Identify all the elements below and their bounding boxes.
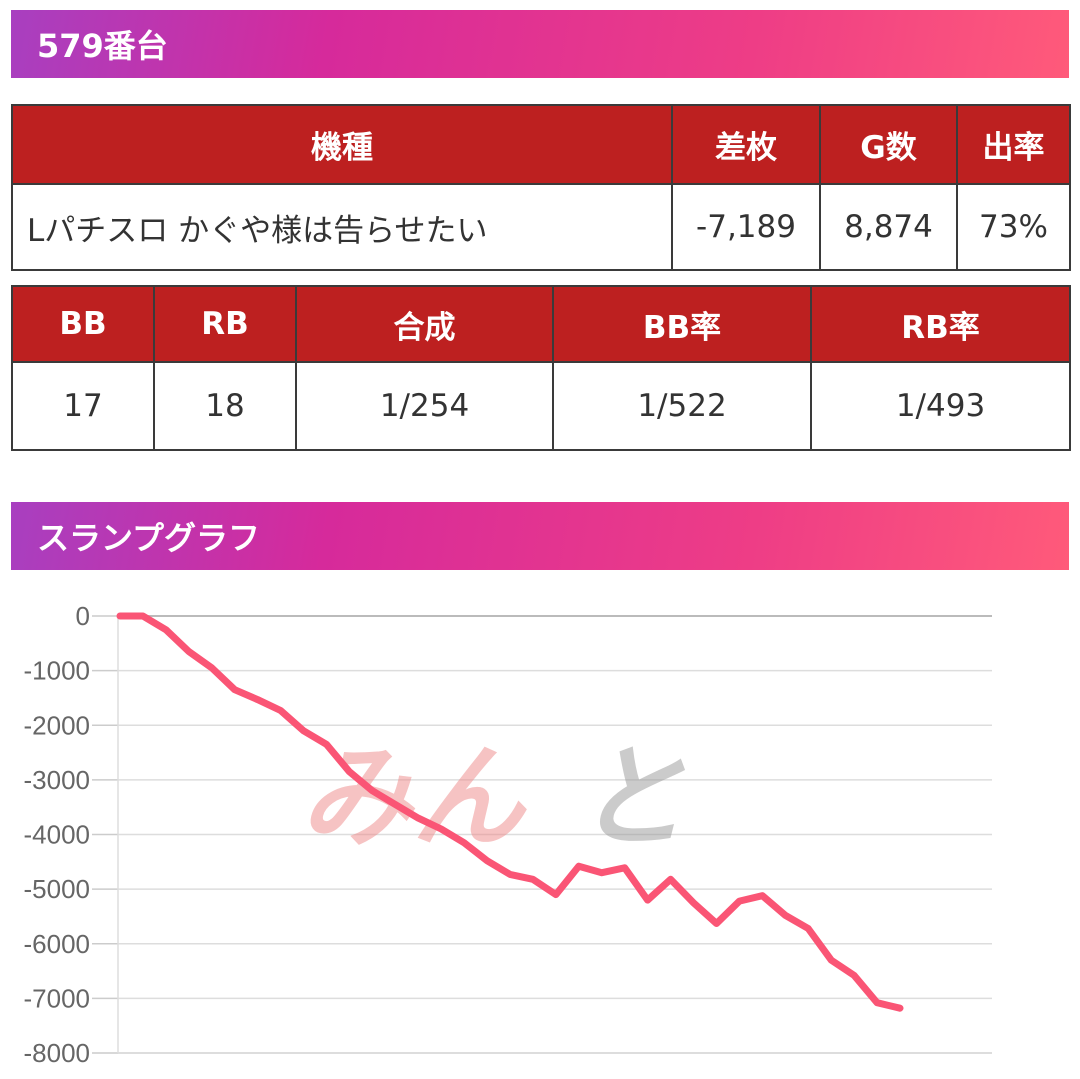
payout-rate-value: 73% [956,183,1071,271]
rb-count: 18 [153,361,297,451]
watermark-text-right: と [575,733,687,863]
y-tick-label: -3000 [24,765,91,795]
header-diff-medals: 差枚 [671,104,821,185]
bonus-data-row: 17 18 1/254 1/522 1/493 [11,361,1071,451]
bb-count: 17 [11,361,155,451]
bonus-stats-table: BB RB 合成 BB率 RB率 17 18 1/254 1/522 1/493 [11,285,1071,451]
game-count-value: 8,874 [819,183,958,271]
machine-summary-table: 機種 差枚 G数 出率 Lパチスロ かぐや様は告らせたい -7,189 8,87… [11,104,1071,271]
y-axis-ticks: 0 -1000 -2000 -3000 -4000 -5000 -6000 -7000 -800… [24,601,91,1068]
header-bb: BB [11,285,155,363]
slump-graph-title: スランプグラフ [37,519,261,557]
combined-probability: 1/254 [295,361,554,451]
y-tick-label: -4000 [24,820,91,850]
machine-number-title: 579番台 [37,27,168,65]
machine-number-header: 579番台 [11,10,1069,78]
rb-probability: 1/493 [810,361,1071,451]
y-tick-label: -2000 [24,710,91,740]
bb-probability: 1/522 [552,361,812,451]
slump-line [116,612,904,1012]
summary-header-row: 機種 差枚 G数 出率 [11,104,1071,185]
diff-medals-value: -7,189 [671,183,821,271]
summary-data-row: Lパチスロ かぐや様は告らせたい -7,189 8,874 73% [11,183,1071,271]
y-tick-label: -6000 [24,929,91,959]
header-machine-name: 機種 [11,104,673,185]
header-payout-rate: 出率 [956,104,1071,185]
machine-name: Lパチスロ かぐや様は告らせたい [11,183,673,271]
header-rb: RB [153,285,297,363]
chart-grid [92,615,992,1054]
slump-graph-header: スランプグラフ [11,502,1069,570]
y-tick-label: -7000 [24,983,91,1013]
watermark-logo: みん と [300,733,687,863]
header-game-count: G数 [819,104,958,185]
y-tick-label: 0 [76,601,90,631]
header-combined: 合成 [295,285,554,363]
header-bb-rate: BB率 [552,285,812,363]
slump-graph: みん と 0 -1000 -2000 -3000 -4000 -5000 -6000 -700… [24,601,992,1068]
y-tick-label: -5000 [24,874,91,904]
header-rb-rate: RB率 [810,285,1071,363]
y-tick-label: -8000 [24,1038,91,1068]
bonus-header-row: BB RB 合成 BB率 RB率 [11,285,1071,363]
y-tick-label: -1000 [24,656,91,686]
